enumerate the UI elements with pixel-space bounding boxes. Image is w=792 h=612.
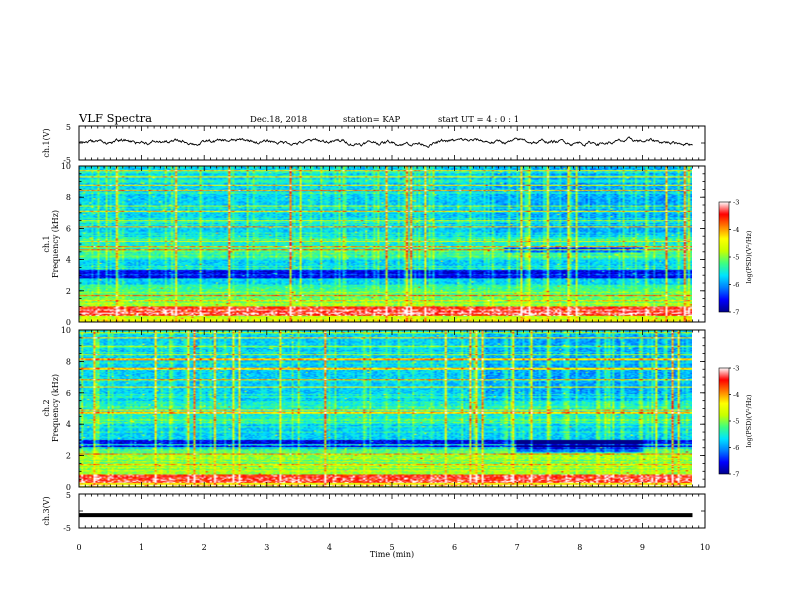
axis-ticks [78,126,731,528]
ch1-waveform-ylabel: ch.1(V) [42,128,51,157]
ch1-colorbar-label: log(PSD)(V²/Hz) [745,230,753,283]
y-tick-label: 0 [66,318,71,327]
ch2-spectrogram-image [79,330,692,487]
colorbar-tick-label: -6 [733,444,739,452]
ch2-colorbar [719,368,729,474]
x-tick-label: 5 [389,543,394,552]
ch2-spectrogram-ylabel-frequency: Frequency (kHz) [51,374,60,442]
y-tick-label: 6 [66,224,71,233]
ch1-waveform-line [78,136,693,148]
ch3-waveform-ylabel: ch.3(V) [42,496,51,525]
date-label: Dec.18, 2018 [250,115,307,125]
ch1-spectrogram-ylabel-frequency: Frequency (kHz) [51,210,60,278]
y-tick-label: 0 [66,483,71,492]
ch2-colorbar-label: log(PSD)(V²/Hz) [745,394,753,447]
colorbar-tick-label: -5 [733,254,739,262]
y-tick-label: 10 [61,162,71,171]
x-tick-label: 4 [327,543,332,552]
y-tick-label: -5 [63,524,71,533]
x-tick-label: 3 [264,543,269,552]
ch3-waveform-frame [78,493,706,529]
ch1-spectrogram-image [79,166,692,322]
x-tick-label: 0 [76,543,81,552]
y-tick-label: 5 [66,491,71,500]
x-tick-label: 8 [577,543,582,552]
colorbar-tick-label: -4 [733,226,739,234]
colorbar-tick-label: -7 [733,309,739,317]
y-tick-label: 8 [66,357,71,366]
colorbar-tick-label: -5 [733,418,739,426]
x-tick-label: 7 [515,543,520,552]
y-tick-label: 2 [66,452,71,461]
start-time-label: start UT = 4 : 0 : 1 [438,115,519,125]
y-tick-label: 6 [66,389,71,398]
y-tick-label: 2 [66,287,71,296]
y-tick-label: 4 [66,256,71,265]
colorbar-tick-label: -6 [733,281,739,289]
x-tick-label: 10 [700,543,710,552]
ch1-colorbar [719,202,729,312]
colorbar-frame [718,367,730,475]
y-tick-label: -5 [63,156,71,165]
y-tick-label: 8 [66,193,71,202]
x-axis-label: Time (min) [370,550,414,559]
x-tick-label: 6 [452,543,457,552]
colorbar-tick-label: -7 [733,471,739,479]
ch2-spectrogram-ylabel-channel: ch.2 [42,399,51,416]
station-label: station= KAP [343,115,401,125]
chart-title: VLF Spectra [78,111,152,125]
y-tick-label: 5 [66,123,71,132]
y-tick-label: 10 [61,326,71,335]
x-tick-label: 1 [139,543,144,552]
ch1-spectrogram-ylabel-channel: ch.1 [42,235,51,252]
y-tick-label: 4 [66,420,71,429]
colorbar-tick-label: -3 [733,365,739,373]
colorbar-tick-label: -4 [733,391,739,399]
x-tick-label: 2 [202,543,207,552]
colorbar-tick-label: -3 [733,199,739,207]
colorbar-frame [718,201,730,313]
x-tick-label: 9 [640,543,645,552]
